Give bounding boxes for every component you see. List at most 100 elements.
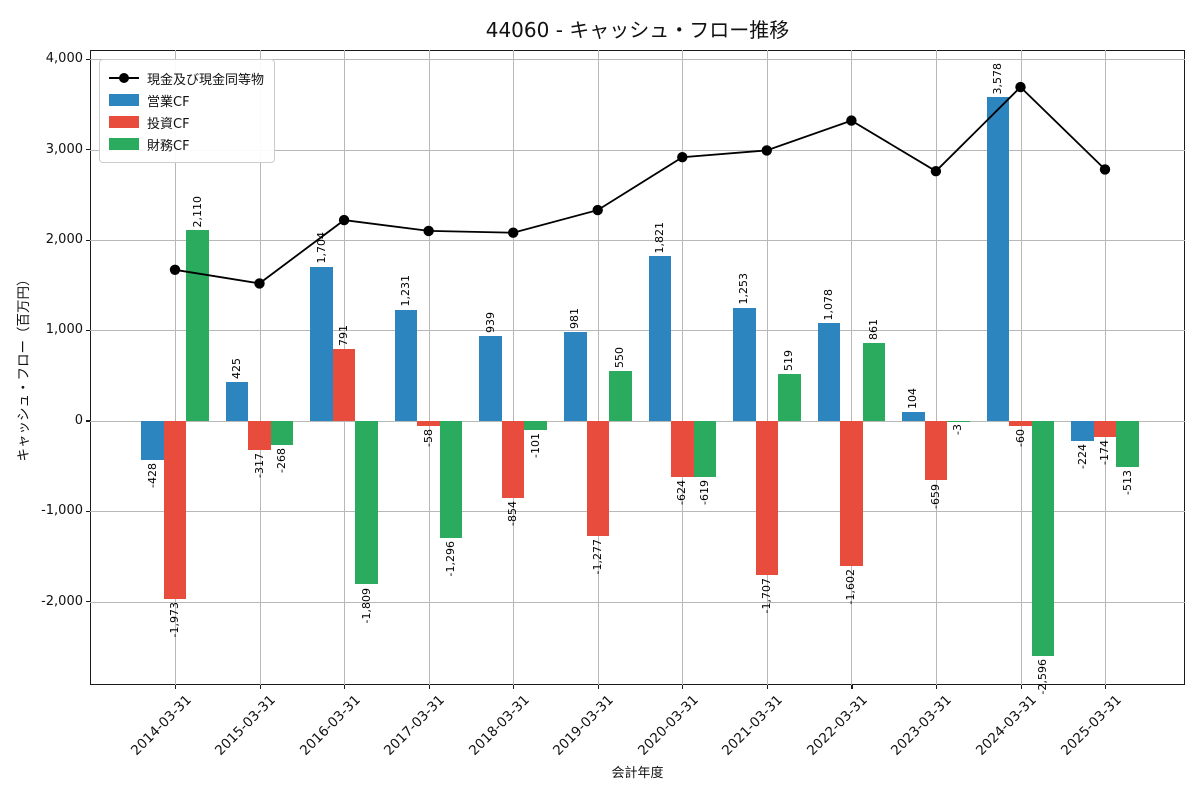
x-tick-mark: [1020, 685, 1022, 689]
bar-value-label: -224: [1075, 444, 1089, 470]
bar: [817, 323, 841, 421]
bar: [586, 420, 609, 537]
bar: [163, 420, 187, 600]
x-tick-label: 2019-03-31: [550, 692, 618, 759]
bar: [693, 420, 716, 477]
legend: 現金及び現金同等物営業CF 投資CF 財務CF: [99, 59, 276, 163]
h-grid-line: [90, 601, 1185, 603]
bar-value-label: -513: [1120, 470, 1134, 496]
legend-color-swatch: [109, 93, 139, 107]
bar: [310, 266, 333, 421]
bar-value-label: 104: [906, 387, 920, 409]
bar-value-label: 861: [866, 319, 880, 340]
x-tick-mark: [766, 685, 768, 689]
x-tick-label: 2025-03-31: [1057, 692, 1125, 759]
x-tick-mark: [1105, 685, 1107, 689]
x-tick-mark: [513, 685, 515, 689]
x-tick-label: 2021-03-31: [719, 692, 787, 759]
bar: [1031, 420, 1055, 656]
bar-value-label: 1,253: [737, 273, 751, 305]
bar-value-label: 2,110: [190, 195, 204, 228]
bar-value-label: -101: [528, 433, 542, 458]
x-tick-label: 2020-03-31: [634, 692, 702, 759]
x-tick-label: 2022-03-31: [803, 692, 871, 759]
bar: [1009, 420, 1032, 427]
v-grid-line: [428, 50, 430, 685]
bar: [141, 420, 164, 460]
x-tick-mark: [682, 685, 684, 689]
legend-patch-icon: [109, 138, 139, 150]
legend-color-swatch: [109, 115, 139, 129]
bar-value-label: -58: [421, 429, 435, 448]
y-tick-label: -1,000: [41, 503, 83, 519]
bar-value-label: 791: [337, 325, 351, 347]
y-tick-mark: [86, 510, 90, 512]
x-tick-mark: [344, 685, 346, 689]
bar-value-label: 1,078: [821, 288, 835, 321]
bar: [1093, 420, 1117, 437]
legend-line-marker-icon: [109, 71, 139, 85]
bar-value-label: -174: [1098, 439, 1111, 465]
x-tick-mark: [259, 685, 261, 689]
x-tick-label: 2023-03-31: [888, 692, 956, 759]
bar: [564, 332, 587, 421]
legend-label: 営業CF: [147, 94, 190, 110]
y-tick-label: 0: [74, 412, 83, 428]
bar: [840, 420, 863, 566]
bar-value-label: -2,596: [1036, 658, 1049, 695]
bar: [186, 230, 209, 421]
bar: [902, 411, 925, 421]
v-grid-line: [513, 50, 515, 685]
bar-value-label: 3,578: [991, 62, 1004, 95]
h-grid-line: [90, 59, 1185, 60]
legend-patch-icon: [109, 116, 139, 128]
bar: [248, 420, 271, 450]
bar-value-label: -428: [145, 462, 159, 488]
bar-value-label: 939: [483, 311, 497, 333]
legend-item: 現金及び現金同等物: [109, 67, 264, 89]
chart-title: 44060 - キャッシュ・フロー推移: [485, 18, 790, 42]
bar-value-label: -60: [1013, 429, 1027, 448]
h-grid-line: [90, 511, 1185, 513]
bar: [755, 420, 779, 576]
bar-value-label: -1,296: [444, 541, 458, 577]
bar: [439, 420, 463, 539]
bar: [1116, 420, 1139, 468]
x-tick-mark: [851, 685, 853, 689]
y-tick-label: 4,000: [45, 51, 83, 66]
legend-item: 投資CF: [109, 111, 264, 133]
bar-value-label: -317: [252, 452, 266, 478]
y-tick-mark: [86, 239, 90, 241]
bar-value-label: -624: [675, 480, 689, 506]
legend-label: 財務CF: [147, 138, 190, 154]
x-tick-label: 2018-03-31: [465, 692, 533, 759]
legend-item: 財務CF: [109, 133, 264, 155]
x-tick-label: 2015-03-31: [212, 692, 279, 759]
bar-value-label: -1,707: [759, 578, 773, 614]
bar-value-label: -659: [928, 483, 942, 509]
bar: [924, 420, 948, 481]
bar: [270, 420, 294, 446]
h-grid-line: [90, 420, 1185, 422]
y-tick-mark: [86, 420, 90, 422]
v-grid-line: [1020, 50, 1022, 685]
v-grid-line: [935, 50, 937, 685]
v-grid-line: [682, 50, 684, 685]
bar: [648, 256, 671, 421]
bar-value-label: 519: [782, 349, 796, 371]
bar-value-label: -1,602: [844, 568, 858, 605]
v-grid-line: [766, 50, 768, 685]
legend-item: 営業CF: [109, 89, 264, 111]
bar-value-label: -1,809: [359, 587, 373, 623]
legend-label: 投資CF: [147, 116, 190, 132]
legend-color-swatch: [109, 137, 139, 151]
legend-patch-icon: [109, 94, 139, 106]
bar-value-label: -268: [275, 448, 288, 474]
bar-value-label: 1,704: [314, 232, 328, 264]
y-tick-mark: [86, 149, 90, 151]
bar-value-label: 550: [613, 347, 627, 369]
x-tick-label: 2017-03-31: [381, 692, 448, 759]
bar: [671, 420, 694, 478]
x-tick-label: 2024-03-31: [973, 692, 1040, 759]
v-grid-line: [597, 50, 599, 685]
